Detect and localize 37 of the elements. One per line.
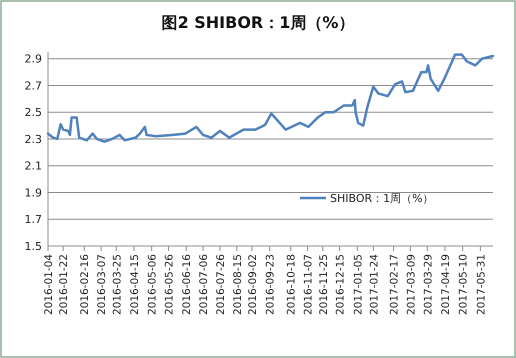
x-tick-label: 2016-01-04 — [43, 254, 55, 316]
x-tick-label: 2017-05-10 — [458, 254, 470, 316]
x-tick-label: 2017-02-17 — [388, 254, 401, 316]
line-series — [46, 53, 494, 143]
y-tick-label: 2.9 — [24, 52, 42, 66]
x-tick-label: 2016-10-18 — [286, 254, 298, 316]
x-tick-label: 2017-03-09 — [405, 254, 418, 316]
x-tick-label: 2017-01-05 — [352, 254, 364, 316]
x-tick-label: 2016-05-26 — [164, 254, 176, 316]
x-tick-label: 2016-04-15 — [128, 254, 141, 316]
x-tick-label: 2016-09-23 — [264, 254, 277, 316]
legend-label: SHIBOR：1周（%） — [330, 192, 434, 205]
x-tick-label: 2017-03-29 — [422, 254, 434, 316]
x-tick-label: 2016-03-07 — [96, 254, 108, 316]
x-tick-label: 2016-09-02 — [246, 254, 259, 316]
x-tick-label: 2016-01-22 — [58, 254, 70, 316]
chart-title: 图2 SHIBOR：1周（%） — [162, 13, 354, 32]
x-tick-label: 2016-07-26 — [214, 254, 227, 316]
y-tick-label: 1.7 — [24, 213, 42, 226]
x-tick-label: 2017-04-19 — [440, 254, 452, 316]
y-tick-label: 2.3 — [24, 132, 42, 146]
x-tick-label: 2016-03-25 — [111, 254, 124, 316]
y-tick-label: 2.7 — [24, 79, 42, 92]
x-tick-label: 2017-01-24 — [368, 254, 380, 316]
x-tick-label: 2016-06-16 — [181, 254, 194, 316]
x-tick-label: 2016-12-15 — [334, 254, 347, 316]
x-tick-label: 2016-05-06 — [146, 254, 159, 316]
x-tick-label: 2016-11-25 — [318, 254, 330, 316]
y-tick-label: 2.5 — [24, 106, 42, 120]
y-tick-label: 2.1 — [24, 160, 42, 173]
x-tick-label: 2016-11-07 — [302, 254, 315, 316]
x-tick-label: 2016-08-15 — [232, 254, 244, 316]
x-tick-label: 2016-07-06 — [198, 254, 210, 316]
x-tick-label: 2016-02-16 — [79, 254, 92, 316]
y-tick-label: 1.9 — [24, 186, 42, 200]
x-tick-label: 2017-05-31 — [475, 254, 488, 316]
y-tick-label: 1.5 — [24, 240, 42, 253]
